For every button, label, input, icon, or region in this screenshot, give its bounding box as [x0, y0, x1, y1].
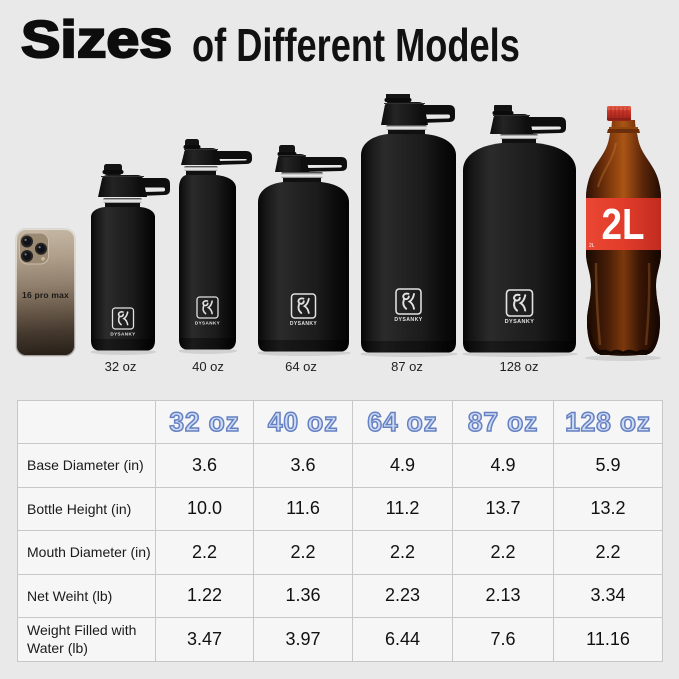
svg-text:DYSANKY: DYSANKY [110, 332, 135, 337]
svg-text:DYSANKY: DYSANKY [394, 317, 422, 323]
svg-text:DYSANKY: DYSANKY [195, 321, 220, 326]
svg-text:2L: 2L [602, 200, 645, 249]
svg-text:DYSANKY: DYSANKY [505, 319, 535, 325]
svg-text:2L: 2L [589, 243, 595, 249]
svg-text:DYSANKY: DYSANKY [290, 321, 318, 327]
